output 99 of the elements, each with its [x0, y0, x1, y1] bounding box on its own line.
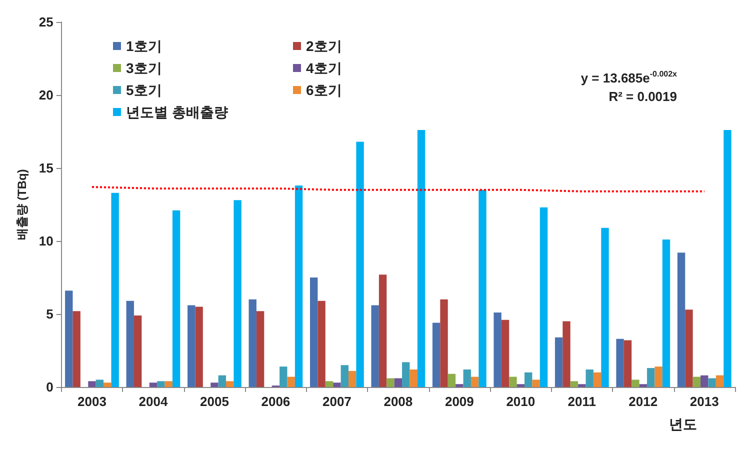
- bar: [432, 322, 440, 387]
- bar: [463, 369, 471, 387]
- y-tick-label: 0: [46, 380, 54, 394]
- bar: [570, 381, 578, 387]
- bar: [417, 130, 426, 387]
- bar: [639, 384, 647, 387]
- bar: [88, 381, 96, 387]
- y-tick-label: 15: [38, 160, 54, 176]
- bar: [440, 299, 448, 387]
- bar: [294, 186, 303, 387]
- x-tick-label: 2009: [444, 394, 474, 409]
- bar: [692, 376, 701, 387]
- x-tick-label: 2006: [261, 394, 290, 409]
- bar: [456, 384, 464, 387]
- bar: [562, 321, 570, 387]
- x-tick-label: 2005: [200, 394, 229, 409]
- bar: [632, 380, 640, 387]
- bar: [470, 376, 479, 387]
- y-tick-label: 10: [38, 234, 54, 248]
- x-tick-label: 2012: [628, 394, 658, 409]
- bar: [111, 192, 119, 387]
- bar: [554, 337, 563, 387]
- bar: [65, 290, 73, 387]
- bar: [371, 305, 379, 387]
- bar: [494, 312, 502, 387]
- bar: [248, 299, 256, 387]
- legend-label: 2호기: [306, 38, 342, 54]
- bar: [104, 382, 112, 387]
- x-tick-label: 2004: [138, 394, 168, 409]
- bar: [685, 310, 693, 387]
- bar: [662, 240, 670, 387]
- bar: [234, 200, 242, 387]
- legend-label: 1호기: [126, 38, 162, 54]
- bar: [478, 190, 486, 387]
- legend-label: 3호기: [126, 60, 162, 76]
- bar: [402, 362, 410, 387]
- bar: [72, 311, 80, 387]
- x-tick-label: 2003: [78, 394, 106, 409]
- bar: [386, 378, 394, 387]
- bar: [126, 300, 134, 387]
- x-axis-title: 년도: [669, 416, 697, 432]
- bar: [164, 381, 172, 387]
- legend-label: 4호기: [306, 60, 342, 76]
- bar: [226, 381, 234, 387]
- bar: [624, 340, 632, 387]
- bar: [593, 372, 602, 387]
- bar: [256, 311, 264, 387]
- bar: [540, 207, 548, 387]
- bar: [601, 228, 609, 387]
- bar: [724, 130, 732, 387]
- bar: [509, 376, 517, 387]
- bar: [280, 366, 288, 387]
- bar: [516, 384, 525, 387]
- bar: [700, 375, 708, 387]
- legend-label: 6호기: [306, 82, 342, 98]
- bar: [333, 382, 341, 387]
- bar: [96, 380, 104, 387]
- bar: [378, 274, 387, 387]
- bar: [654, 366, 662, 387]
- bar: [134, 315, 142, 387]
- bar: [708, 378, 716, 387]
- bar: [287, 376, 295, 387]
- bar: [218, 375, 226, 387]
- bar: [149, 382, 158, 387]
- bar: [310, 278, 318, 387]
- bar: [318, 300, 326, 387]
- bar: [677, 252, 686, 387]
- bar: [578, 384, 586, 387]
- y-tick-label: 25: [38, 14, 54, 30]
- x-tick-label: 2007: [322, 394, 352, 409]
- bar: [501, 320, 510, 387]
- bar: [586, 369, 594, 387]
- bar: [394, 378, 402, 387]
- bar: [410, 369, 418, 387]
- bar: [616, 338, 624, 387]
- y-axis-title: 배출량 (TBq): [15, 169, 29, 240]
- bar: [716, 375, 724, 387]
- x-tick-label: 2013: [690, 394, 719, 409]
- bar: [157, 381, 165, 387]
- x-tick-label: 2010: [506, 394, 536, 409]
- bar: [356, 142, 364, 387]
- bar: [325, 381, 334, 387]
- bar: [195, 306, 203, 387]
- bar: [340, 365, 348, 387]
- bar: [524, 372, 532, 387]
- bar: [532, 380, 540, 387]
- y-tick-label: 20: [38, 88, 54, 102]
- bar: [448, 374, 456, 387]
- legend-label: 5호기: [126, 82, 162, 98]
- x-tick-label: 2011: [568, 394, 596, 409]
- x-tick-label: 2008: [384, 394, 413, 409]
- y-tick-label: 5: [46, 306, 54, 322]
- legend-label: 년도별 총배출량: [126, 104, 228, 120]
- annotation: R² = 0.0019: [608, 89, 678, 104]
- bar: [188, 305, 196, 387]
- bar: [646, 368, 655, 387]
- bar: [172, 210, 180, 387]
- bar: [210, 382, 218, 387]
- bar: [348, 370, 356, 387]
